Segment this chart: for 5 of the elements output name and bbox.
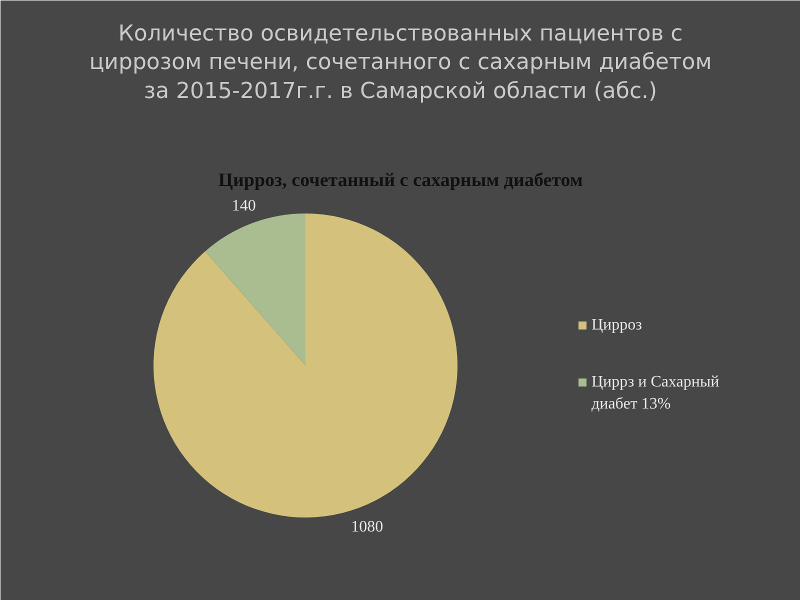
data-label: 1080 bbox=[351, 518, 384, 536]
data-label: 140 bbox=[232, 197, 256, 214]
chart-title: Количество освидетельствованных пациентов с циррозом печени, сочетанного с сахарным диабетом за 2015-2017г.г. в Самарской области (абс.) bbox=[89, 21, 712, 104]
legend-label: Циррз и Сахарный диабет 13% bbox=[592, 374, 720, 413]
legend-label: Цирроз bbox=[592, 316, 642, 334]
